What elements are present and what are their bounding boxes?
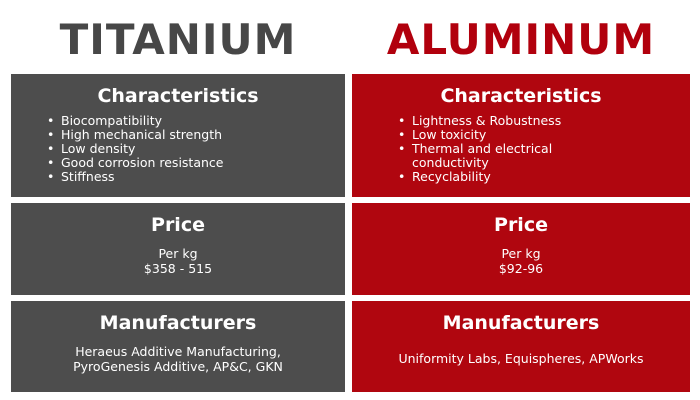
titanium-title: TITANIUM: [59, 15, 297, 64]
list-item: Low toxicity: [398, 128, 588, 143]
list-item: High mechanical strength: [47, 128, 345, 143]
aluminum-manufacturers-card: Manufacturers Uniformity Labs, Equispher…: [352, 301, 690, 392]
manufacturers-text: Uniformity Labs, Equispheres, APWorks: [398, 351, 644, 366]
card-heading: Characteristics: [440, 85, 602, 107]
list-item: Low density: [47, 142, 345, 157]
titanium-manufacturers-card: Manufacturers Heraeus Additive Manufactu…: [11, 301, 345, 392]
list-item: Lightness & Robustness: [398, 114, 588, 129]
aluminum-title: ALUMINUM: [386, 15, 656, 64]
card-heading: Characteristics: [97, 85, 259, 107]
aluminum-price-card: Price Per kg $92-96: [352, 203, 690, 295]
aluminum-characteristics-card: Characteristics Lightness & Robustness L…: [352, 74, 690, 197]
titanium-characteristics-card: Characteristics Biocompatibility High me…: [11, 74, 345, 197]
price-value: $358 - 515: [143, 261, 213, 276]
list-item: Thermal and electrical conductivity: [398, 142, 588, 170]
card-heading: Price: [494, 214, 548, 236]
card-heading: Manufacturers: [99, 312, 257, 334]
card-heading: Price: [151, 214, 205, 236]
characteristics-list: Biocompatibility High mechanical strengt…: [11, 114, 345, 185]
titanium-price-card: Price Per kg $358 - 515: [11, 203, 345, 295]
list-item: Biocompatibility: [47, 114, 345, 129]
list-item: Recyclability: [398, 170, 588, 185]
list-item: Good corrosion resistance: [47, 156, 345, 171]
characteristics-list: Lightness & Robustness Low toxicity Ther…: [352, 114, 588, 185]
manufacturers-text: Heraeus Additive Manufacturing,: [75, 344, 281, 359]
price-value: $92-96: [498, 261, 544, 276]
card-heading: Manufacturers: [442, 312, 600, 334]
price-unit: Per kg: [501, 246, 541, 261]
price-unit: Per kg: [158, 246, 198, 261]
list-item: Stiffness: [47, 170, 345, 185]
manufacturers-text: PyroGenesis Additive, AP&C, GKN: [73, 359, 283, 374]
